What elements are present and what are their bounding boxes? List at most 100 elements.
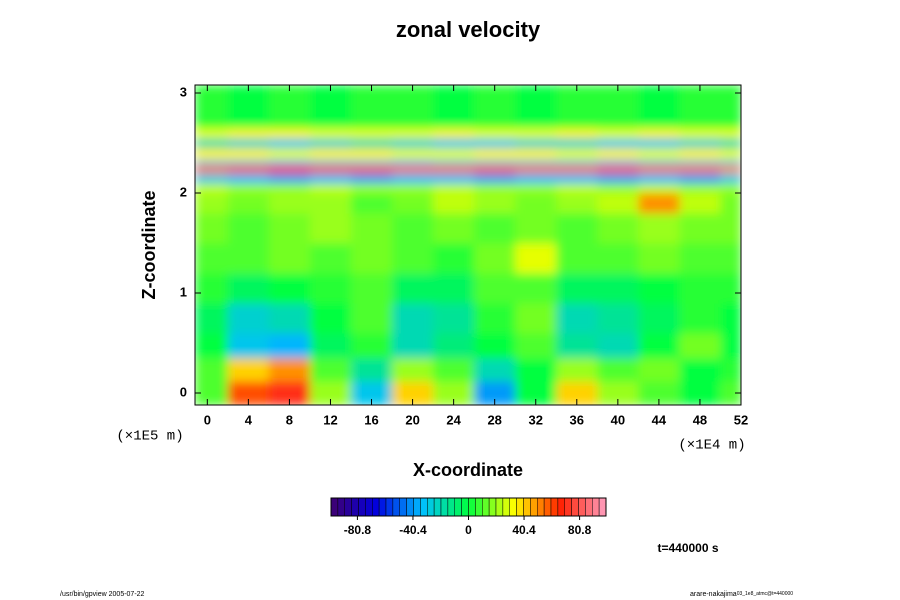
cell [720,159,741,166]
cell [392,128,434,139]
cell [720,381,741,405]
cell [351,183,393,194]
cell [227,333,270,359]
cell [597,138,639,149]
cell [433,303,475,334]
cell [433,128,475,139]
colorbar-swatch [564,497,572,517]
cell [351,165,393,174]
cell [309,138,352,149]
colorbar-swatch [482,497,490,517]
cell [351,333,393,359]
cell [268,165,311,174]
x-tick-label: 12 [323,412,337,427]
colorbar-swatch [358,497,366,517]
cell [433,183,475,194]
cell [268,148,311,160]
cell [351,138,393,149]
cell [597,243,639,274]
cell [227,358,270,382]
cell [195,159,229,166]
cell [679,243,721,274]
cell [720,333,741,359]
x-tick-label: 24 [446,412,461,427]
colorbar-swatch [509,497,517,517]
cell [515,173,557,184]
colorbar-swatch [543,497,552,517]
colorbar-swatch [330,497,339,517]
cell [556,358,598,382]
cell [638,303,680,334]
cell [268,333,311,359]
cell [515,358,557,382]
cell [597,85,639,129]
cell [227,303,270,334]
cell [638,148,680,160]
cell [597,193,639,214]
cell [474,183,516,194]
cell [309,128,352,139]
cell [597,213,639,244]
cell [392,183,434,194]
cell [515,138,557,149]
cell [433,213,475,244]
y-tick-label: 3 [180,84,187,99]
cell [638,85,680,129]
cell [720,303,741,334]
cell [227,193,270,214]
cell [227,128,270,139]
cell [597,358,639,382]
cell [679,173,721,184]
colorbar-swatch [578,497,586,517]
colorbar-swatch [433,497,442,517]
cell [597,148,639,160]
cell [433,85,475,129]
cell [720,358,741,382]
cell [597,273,639,304]
cell [268,243,311,274]
cell [515,183,557,194]
cell [433,333,475,359]
cell [556,173,598,184]
colorbar-swatch [406,497,414,517]
cell [515,128,557,139]
cell [227,173,270,184]
cell [433,165,475,174]
heatmap-cells [195,85,741,405]
cell [474,128,516,139]
cell [392,213,434,244]
cell [638,358,680,382]
cell [227,159,270,166]
cell [679,159,721,166]
cell [392,243,434,274]
cell [597,333,639,359]
cell [392,138,434,149]
cell [679,128,721,139]
colorbar-swatch [495,497,504,517]
x-tick-label: 48 [693,412,707,427]
cell [227,85,270,129]
cell [515,148,557,160]
cell [392,303,434,334]
cell [309,273,352,304]
cell [720,193,741,214]
cell [556,273,598,304]
cell [309,173,352,184]
cell [556,85,598,129]
cell [351,193,393,214]
cell [679,273,721,304]
x-tick-label: 8 [286,412,293,427]
cell [268,193,311,214]
cell [195,148,229,160]
cell [679,85,721,129]
cell [392,358,434,382]
cell [309,85,352,129]
cell [474,243,516,274]
x-unit: (×1E4 m) [678,438,745,454]
colorbar-swatch [585,497,593,517]
colorbar-swatch [537,497,545,517]
cell [433,193,475,214]
cell [720,85,741,129]
cell [309,303,352,334]
x-tick-label: 28 [487,412,501,427]
